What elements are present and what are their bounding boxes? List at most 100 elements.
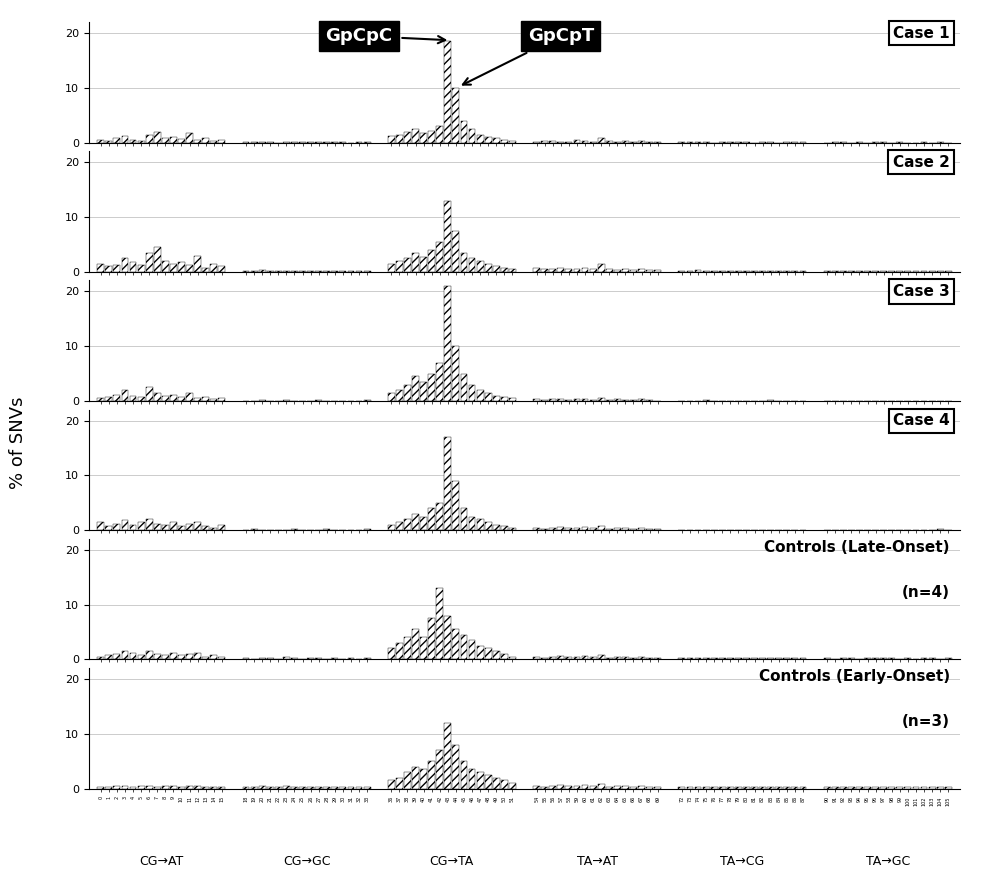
Bar bbox=[461, 509, 468, 530]
Bar bbox=[477, 772, 484, 789]
Text: GpCpC: GpCpC bbox=[325, 27, 445, 45]
Bar bbox=[461, 253, 468, 272]
Bar bbox=[767, 657, 774, 659]
Bar bbox=[598, 264, 605, 272]
Bar bbox=[550, 399, 557, 401]
Bar bbox=[186, 654, 193, 659]
Bar bbox=[315, 788, 322, 789]
Bar bbox=[752, 658, 758, 659]
Bar bbox=[573, 140, 580, 143]
Bar bbox=[904, 788, 911, 789]
Bar bbox=[711, 658, 718, 659]
Bar bbox=[283, 787, 290, 789]
Bar bbox=[291, 658, 297, 659]
Bar bbox=[154, 247, 161, 272]
Bar bbox=[363, 788, 370, 789]
Bar bbox=[687, 271, 693, 272]
Bar bbox=[323, 529, 330, 530]
Bar bbox=[388, 136, 395, 143]
Bar bbox=[121, 390, 128, 401]
Bar bbox=[485, 264, 492, 272]
Bar bbox=[581, 657, 588, 659]
Bar bbox=[501, 526, 507, 530]
Bar bbox=[105, 655, 112, 659]
Bar bbox=[792, 658, 798, 659]
Bar bbox=[646, 787, 653, 789]
Bar bbox=[702, 657, 709, 659]
Bar bbox=[219, 398, 226, 401]
Bar bbox=[638, 269, 645, 272]
Bar bbox=[340, 271, 347, 272]
Bar bbox=[396, 643, 403, 659]
Bar bbox=[606, 657, 613, 659]
Bar bbox=[146, 387, 153, 401]
Bar bbox=[702, 271, 709, 272]
Bar bbox=[348, 658, 355, 659]
Bar bbox=[363, 658, 370, 659]
Bar bbox=[121, 520, 128, 530]
Text: (n=3): (n=3) bbox=[902, 714, 950, 728]
Bar bbox=[436, 362, 443, 401]
Bar bbox=[412, 377, 419, 401]
Bar bbox=[186, 392, 193, 401]
Bar bbox=[542, 400, 548, 401]
Bar bbox=[775, 658, 782, 659]
Text: TA→AT: TA→AT bbox=[576, 855, 618, 867]
Bar bbox=[211, 399, 217, 401]
Bar bbox=[267, 787, 274, 789]
Bar bbox=[622, 657, 628, 659]
Bar bbox=[283, 657, 290, 659]
Bar bbox=[694, 788, 701, 789]
Bar bbox=[542, 141, 548, 143]
Bar bbox=[211, 527, 217, 530]
Bar bbox=[767, 788, 774, 789]
Bar bbox=[590, 269, 597, 272]
Bar bbox=[638, 400, 645, 401]
Bar bbox=[558, 527, 564, 530]
Bar bbox=[638, 657, 645, 659]
Bar bbox=[194, 786, 201, 789]
Bar bbox=[590, 787, 597, 789]
Bar bbox=[202, 526, 209, 530]
Bar bbox=[98, 522, 104, 530]
Bar bbox=[130, 262, 137, 272]
Bar bbox=[461, 120, 468, 143]
Bar bbox=[565, 400, 572, 401]
Bar bbox=[113, 394, 120, 401]
Bar bbox=[542, 787, 548, 789]
Bar bbox=[291, 787, 297, 789]
Bar bbox=[743, 788, 750, 789]
Bar bbox=[299, 271, 306, 272]
Bar bbox=[509, 141, 516, 143]
Bar bbox=[694, 142, 701, 143]
Bar bbox=[259, 270, 266, 272]
Bar bbox=[331, 142, 338, 143]
Text: CG→AT: CG→AT bbox=[139, 855, 183, 867]
Text: TA→GC: TA→GC bbox=[866, 855, 910, 867]
Bar bbox=[162, 138, 168, 143]
Bar bbox=[581, 268, 588, 272]
Bar bbox=[211, 264, 217, 272]
Bar bbox=[259, 400, 266, 401]
Bar bbox=[340, 787, 347, 789]
Bar bbox=[767, 400, 774, 401]
Bar bbox=[348, 788, 355, 789]
Bar bbox=[711, 788, 718, 789]
Bar bbox=[550, 786, 557, 789]
Bar bbox=[444, 200, 451, 272]
Bar bbox=[679, 788, 686, 789]
Text: % of SNVs: % of SNVs bbox=[9, 397, 27, 489]
Bar bbox=[469, 129, 476, 143]
Bar bbox=[444, 437, 451, 530]
Bar bbox=[469, 641, 476, 659]
Bar bbox=[550, 141, 557, 143]
Bar bbox=[646, 270, 653, 272]
Bar bbox=[404, 772, 411, 789]
Bar bbox=[598, 784, 605, 789]
Bar bbox=[573, 268, 580, 272]
Bar bbox=[581, 785, 588, 789]
Bar bbox=[501, 268, 507, 272]
Bar bbox=[105, 141, 112, 143]
Bar bbox=[687, 657, 693, 659]
Bar bbox=[412, 129, 419, 143]
